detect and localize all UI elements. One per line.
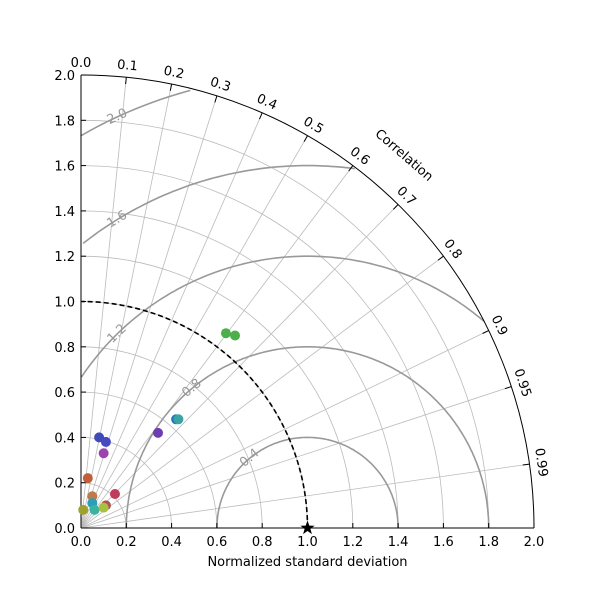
correlation-grid-line <box>80 330 489 529</box>
correlation-tick <box>125 77 127 85</box>
data-point <box>100 436 111 447</box>
std-grid-arc <box>80 255 354 529</box>
correlation-tick <box>214 95 218 103</box>
y-tick-label: 1.8 <box>54 114 75 129</box>
rms-contour <box>82 164 355 245</box>
data-points <box>78 328 315 535</box>
rms-contour <box>125 346 490 528</box>
labels: Normalized standard deviation Correlatio… <box>54 56 550 570</box>
outer-arc <box>80 74 535 529</box>
correlation-tick <box>482 330 489 334</box>
x-tick-label: 0.4 <box>161 535 182 550</box>
x-tick-label: 0.8 <box>252 535 273 550</box>
correlation-tick-label: 0.8 <box>440 237 464 263</box>
rms-contour <box>80 89 191 137</box>
axes <box>80 74 535 529</box>
x-tick-label: 0.0 <box>71 535 92 550</box>
correlation-tick <box>392 204 399 210</box>
correlation-tick <box>522 463 530 466</box>
x-tick-label: 1.2 <box>342 535 363 550</box>
data-point <box>220 328 231 339</box>
correlation-tick <box>437 255 444 261</box>
correlation-tick-label: 0.1 <box>116 58 138 75</box>
correlation-tick <box>303 135 308 142</box>
x-tick-label: 0.6 <box>207 535 228 550</box>
correlation-tick <box>348 165 354 172</box>
data-point <box>109 489 120 500</box>
y-tick-label: 1.0 <box>54 296 75 311</box>
x-tick-label: 0.2 <box>116 535 137 550</box>
grid-layer <box>80 77 530 529</box>
correlation-tick-label: 0.4 <box>254 91 279 113</box>
y-tick-label: 0.0 <box>54 522 75 537</box>
data-point <box>78 504 89 515</box>
x-tick-label: 1.0 <box>297 535 318 550</box>
x-tick-label: 1.6 <box>433 535 454 550</box>
std-grid-arc <box>80 119 490 529</box>
correlation-tick-label: 0.99 <box>531 447 550 478</box>
x-axis-label: Normalized standard deviation <box>207 555 407 570</box>
std-grid-arc <box>80 346 263 529</box>
x-tick-label: 1.8 <box>478 535 499 550</box>
reference-std-arc <box>80 300 309 529</box>
data-point <box>153 427 164 438</box>
y-tick-label: 0.6 <box>54 386 75 401</box>
rms-contour-label: 1.6 <box>104 208 129 232</box>
rms-contours <box>80 89 490 528</box>
correlation-tick-label: 0.3 <box>208 75 232 96</box>
x-tick-label: 1.4 <box>388 535 409 550</box>
y-tick-label: 0.2 <box>54 477 75 492</box>
data-point <box>82 473 93 484</box>
std-grid-arc <box>80 391 218 529</box>
rms-contour-label: 2.0 <box>105 106 130 128</box>
rms-contour <box>216 436 399 528</box>
data-point <box>173 414 184 425</box>
correlation-tick-label: 0.6 <box>347 144 373 168</box>
correlation-tick <box>169 84 173 91</box>
correlation-axis-label: Correlation <box>372 127 436 185</box>
correlation-grid-line <box>80 135 308 529</box>
y-tick-label: 1.2 <box>54 250 75 265</box>
rms-contour <box>80 255 485 378</box>
std-grid-arc <box>80 165 444 529</box>
correlation-tick <box>259 112 263 120</box>
reference-star <box>300 520 315 535</box>
data-point <box>230 330 241 341</box>
y-tick-label: 1.6 <box>54 160 75 175</box>
correlation-grid-line <box>80 112 263 529</box>
correlation-tick <box>504 386 512 390</box>
y-tick-label: 1.4 <box>54 205 75 220</box>
x-tick-label: 2.0 <box>524 535 545 550</box>
correlation-grid-line <box>80 386 512 529</box>
correlation-tick-label: 0.0 <box>71 56 92 71</box>
data-point <box>89 504 100 515</box>
data-point <box>98 502 109 513</box>
y-tick-label: 0.4 <box>54 431 75 446</box>
correlation-tick-label: 0.2 <box>162 64 185 83</box>
correlation-grid-line <box>80 84 172 529</box>
data-point <box>98 448 109 459</box>
correlation-grid-line <box>80 95 218 529</box>
std-grid-arc <box>80 210 399 529</box>
y-tick-label: 2.0 <box>54 69 75 84</box>
y-tick-label: 0.8 <box>54 341 75 356</box>
